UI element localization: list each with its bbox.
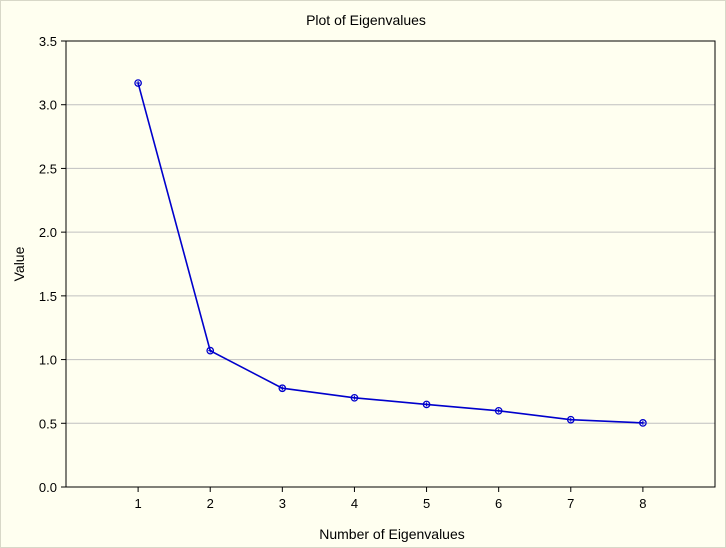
data-point	[134, 79, 142, 87]
series-line	[137, 82, 643, 424]
y-tick-label: 0.0	[39, 480, 57, 495]
y-tick-label: 2.5	[39, 161, 57, 176]
x-tick-label: 8	[639, 496, 646, 511]
x-tick-label: 4	[351, 496, 358, 511]
x-tick-label: 6	[495, 496, 502, 511]
data-point-cross	[208, 348, 213, 353]
data-point	[206, 346, 215, 355]
data-point-cross	[352, 395, 357, 400]
data-point	[278, 384, 287, 393]
y-tick-label: 1.5	[39, 289, 57, 304]
y-tick-label: 0.5	[39, 416, 57, 431]
data-point-cross	[496, 408, 501, 413]
x-axis-label: Number of Eigenvalues	[319, 526, 465, 542]
x-tick-label: 3	[279, 496, 286, 511]
x-tick-label: 7	[567, 496, 574, 511]
y-tick-label: 3.0	[39, 98, 57, 113]
y-tick-label: 3.5	[39, 34, 57, 49]
data-point-cross	[136, 81, 141, 86]
plot-background	[66, 41, 715, 487]
y-tick-label: 1.0	[39, 353, 57, 368]
y-tick-label: 2.0	[39, 225, 57, 240]
x-tick-label: 2	[207, 496, 214, 511]
data-point	[422, 400, 431, 409]
data-point-cross	[280, 386, 285, 391]
x-tick-label: 1	[134, 496, 141, 511]
chart-title: Plot of Eigenvalues	[306, 12, 426, 28]
data-point	[566, 415, 575, 424]
data-point-cross	[640, 420, 645, 425]
y-axis-label: Value	[11, 246, 27, 281]
plot-frame	[65, 40, 716, 488]
data-point-cross	[424, 402, 429, 407]
data-point	[350, 393, 359, 402]
plot-area: 0.0 0.5 1.0 1.5 2.0 2.5 3.0 3.5 1 2 3 4 5 6 7 8	[39, 34, 716, 511]
x-tick-label: 5	[423, 496, 430, 511]
data-point-cross	[568, 417, 573, 422]
data-point	[639, 419, 647, 427]
data-point	[494, 406, 503, 415]
